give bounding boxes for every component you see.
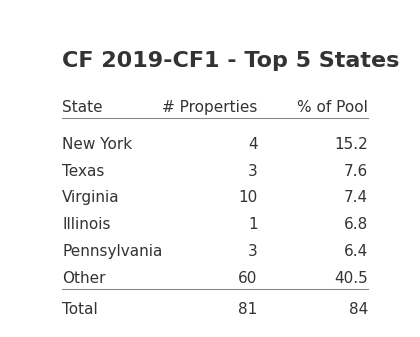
Text: Texas: Texas [62,164,105,179]
Text: % of Pool: % of Pool [297,100,368,115]
Text: 6.8: 6.8 [344,217,368,232]
Text: 7.4: 7.4 [344,190,368,206]
Text: 10: 10 [238,190,257,206]
Text: CF 2019-CF1 - Top 5 States: CF 2019-CF1 - Top 5 States [62,51,400,71]
Text: Total: Total [62,302,98,317]
Text: 4: 4 [248,137,257,152]
Text: Illinois: Illinois [62,217,111,232]
Text: 3: 3 [248,164,257,179]
Text: 1: 1 [248,217,257,232]
Text: 81: 81 [238,302,257,317]
Text: New York: New York [62,137,132,152]
Text: Other: Other [62,271,106,285]
Text: 7.6: 7.6 [344,164,368,179]
Text: 84: 84 [349,302,368,317]
Text: 3: 3 [248,244,257,259]
Text: State: State [62,100,103,115]
Text: Virginia: Virginia [62,190,120,206]
Text: 6.4: 6.4 [344,244,368,259]
Text: 60: 60 [238,271,257,285]
Text: 15.2: 15.2 [334,137,368,152]
Text: # Properties: # Properties [162,100,257,115]
Text: 40.5: 40.5 [334,271,368,285]
Text: Pennsylvania: Pennsylvania [62,244,163,259]
